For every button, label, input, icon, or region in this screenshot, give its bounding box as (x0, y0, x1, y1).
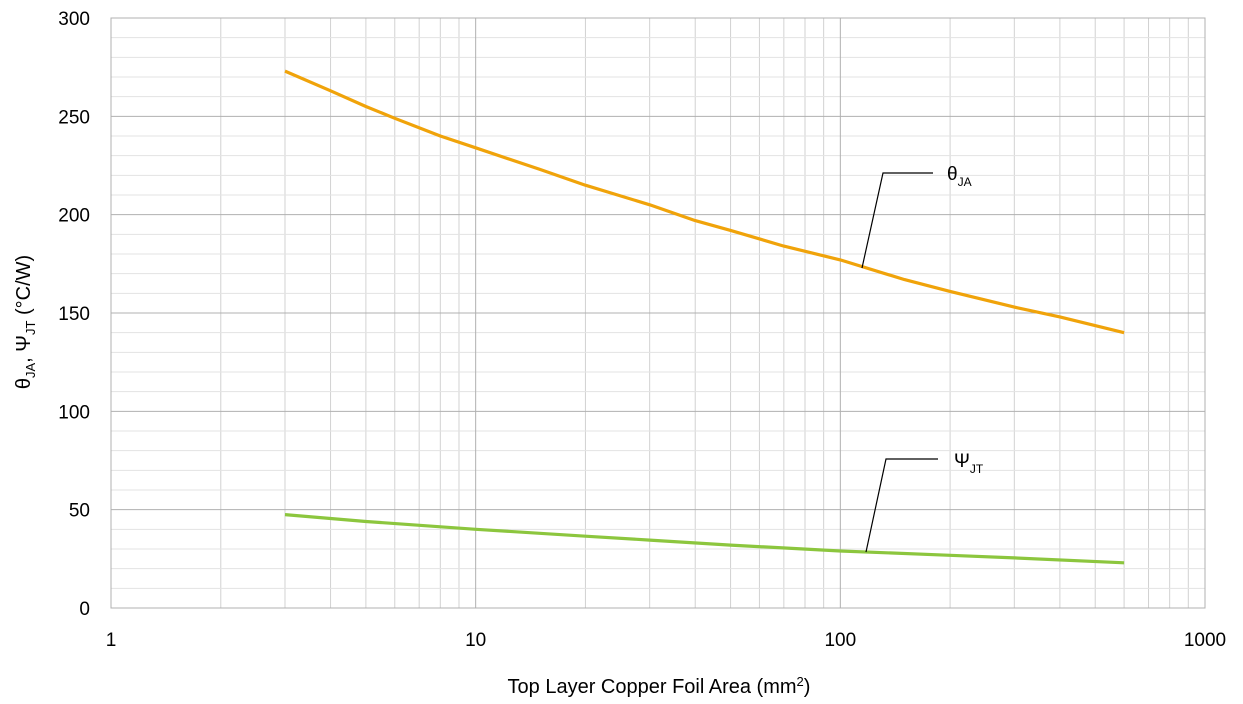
series-label-psi-jt: ΨJT (954, 451, 984, 476)
leader-line-theta-ja (861, 172, 933, 269)
y-tick-label: 50 (69, 501, 90, 522)
x-tick-label: 10 (465, 630, 486, 651)
y-tick-label: 0 (79, 599, 90, 620)
y-tick-label: 300 (58, 9, 90, 30)
series-callouts: θJA ΨJT (861, 164, 984, 553)
y-tick-label: 200 (58, 206, 90, 227)
x-tick-labels: 1 10 100 1000 (106, 630, 1226, 651)
series-line-theta-ja (284, 69, 1125, 335)
y-tick-label: 100 (58, 402, 90, 423)
x-axis-label-suffix: ) (804, 676, 811, 698)
y-axis-label-sub1: JA (23, 363, 38, 379)
y-tick-label: 250 (58, 107, 90, 128)
x-axis-label: Top Layer Copper Foil Area (mm2) (508, 674, 811, 698)
y-tick-label: 150 (58, 304, 90, 325)
x-axis-label-prefix: Top Layer Copper Foil Area (mm (508, 676, 797, 698)
y-axis-label-part3: (°C/W) (13, 255, 35, 321)
y-axis-label: θJA, ΨJT (°C/W) (13, 255, 38, 389)
x-axis-label-sup: 2 (797, 674, 804, 689)
leader-line-psi-jt (865, 458, 938, 553)
series-label-theta-ja: θJA (947, 164, 972, 189)
x-tick-label: 100 (824, 630, 856, 651)
y-axis-label-part2: , Ψ (13, 335, 35, 363)
x-tick-label: 1 (106, 630, 117, 651)
series-line-psi-jt (284, 513, 1125, 565)
y-tick-labels: 0 50 100 150 200 250 300 (58, 9, 90, 620)
y-axis-label-part1: θ (13, 378, 35, 389)
series-lines (284, 69, 1125, 565)
plot-frame (110, 17, 1206, 609)
y-axis-label-sub2: JT (23, 321, 38, 336)
x-tick-label: 1000 (1184, 630, 1226, 651)
